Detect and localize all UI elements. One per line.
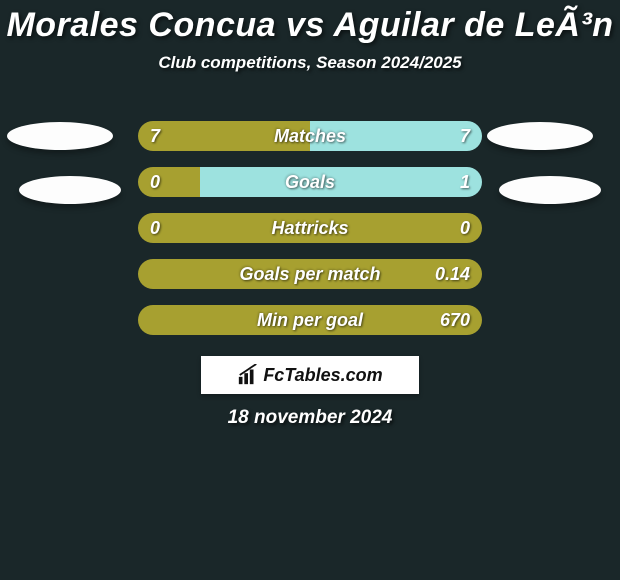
brand-text: FcTables.com	[237, 364, 382, 386]
stat-row: Goals01	[0, 167, 620, 213]
stat-row: Matches77	[0, 121, 620, 167]
bar-left	[138, 259, 482, 289]
bar-left	[138, 305, 482, 335]
bar-left	[138, 213, 482, 243]
bar-track	[138, 259, 482, 289]
bars-icon	[237, 364, 259, 386]
stat-row: Min per goal670	[0, 305, 620, 351]
page-title: Morales Concua vs Aguilar de LeÃ³n	[0, 0, 620, 53]
page-subtitle: Club competitions, Season 2024/2025	[0, 53, 620, 73]
bar-track	[138, 167, 482, 197]
bar-track	[138, 121, 482, 151]
bar-track	[138, 305, 482, 335]
bar-right	[310, 121, 482, 151]
stat-row: Goals per match0.14	[0, 259, 620, 305]
bar-left	[138, 121, 310, 151]
brand-label: FcTables.com	[263, 365, 382, 386]
stat-row: Hattricks00	[0, 213, 620, 259]
bar-right	[200, 167, 482, 197]
bar-left	[138, 167, 200, 197]
bar-track	[138, 213, 482, 243]
date-label: 18 november 2024	[0, 407, 620, 429]
brand-box[interactable]: FcTables.com	[201, 356, 419, 394]
comparison-rows: Matches77Goals01Hattricks00Goals per mat…	[0, 121, 620, 351]
